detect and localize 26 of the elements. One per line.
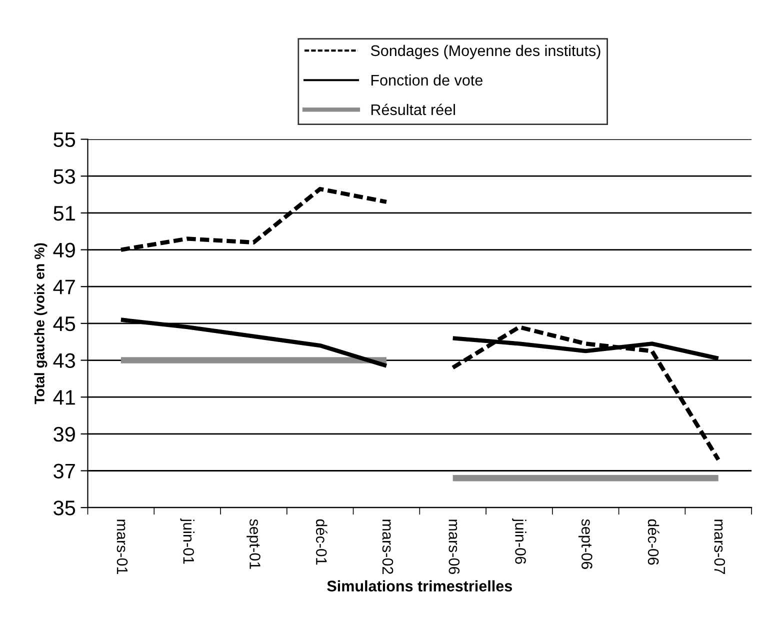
x-axis-title: Simulations trimestrielles (327, 580, 512, 592)
x-tick-label: mars-06 (448, 520, 460, 574)
y-tick-label: 53 (54, 169, 76, 184)
x-tick-label: sept-01 (246, 519, 260, 569)
y-tick-label: 35 (54, 500, 76, 516)
y-tick-label: 51 (54, 206, 75, 221)
y-tick-label: 47 (53, 280, 75, 294)
legend-label: Sondages (Moyenne des instituts) (370, 44, 600, 60)
legend-label: Résultat réel (371, 104, 455, 116)
y-tick-label: 45 (53, 316, 76, 332)
x-tick-label: mars-07 (714, 520, 726, 574)
y-tick-label: 41 (53, 390, 75, 405)
y-tick-label: 39 (54, 426, 75, 442)
x-tick-label: déc-01 (316, 519, 328, 565)
x-tick-label: déc-06 (648, 519, 660, 565)
x-tick-label: mars-01 (116, 520, 128, 574)
x-tick-label: juin-01 (180, 518, 194, 564)
x-tick-label: juin-06 (512, 518, 526, 564)
y-axis-title: Total gauche (voix en %) (34, 243, 48, 404)
y-tick-label: 43 (53, 353, 76, 368)
x-tick-label: mars-02 (382, 520, 394, 574)
legend-label: Fonction de vote (371, 74, 482, 86)
y-tick-label: 49 (53, 242, 75, 258)
y-tick-label: 55 (54, 132, 76, 148)
y-tick-label: 37 (54, 464, 75, 479)
x-tick-label: sept-06 (578, 519, 592, 569)
